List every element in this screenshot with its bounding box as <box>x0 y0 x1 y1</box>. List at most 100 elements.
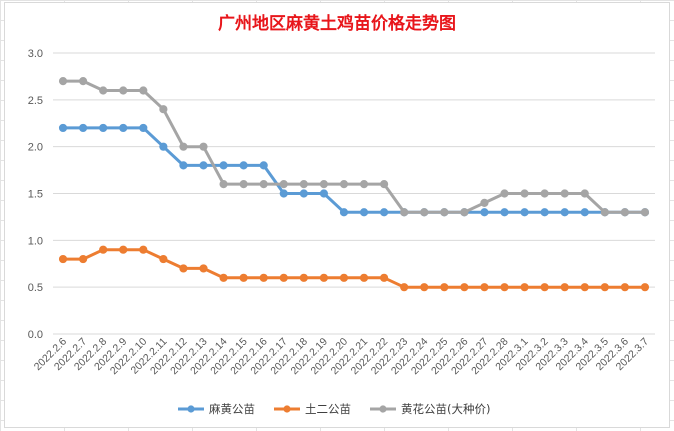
data-point[interactable] <box>359 180 369 189</box>
data-point[interactable] <box>139 245 148 254</box>
data-point[interactable] <box>540 283 549 292</box>
data-point[interactable] <box>560 208 569 217</box>
data-point[interactable] <box>179 161 188 170</box>
legend-item[interactable]: 黄花公苗(大种价) <box>370 402 490 416</box>
data-point[interactable] <box>79 77 88 86</box>
data-point[interactable] <box>640 283 650 292</box>
data-point[interactable] <box>480 198 489 207</box>
data-point[interactable] <box>159 105 168 114</box>
legend-item[interactable]: 麻黄公苗 <box>178 402 255 416</box>
data-point[interactable] <box>58 254 68 264</box>
data-point[interactable] <box>620 283 630 292</box>
data-point[interactable] <box>159 142 168 151</box>
series-2[interactable] <box>58 245 650 292</box>
data-point[interactable] <box>159 254 168 264</box>
data-point[interactable] <box>58 77 68 86</box>
data-point[interactable] <box>600 208 609 217</box>
chart-title: 广州地区麻黄土鸡苗价格走势图 <box>218 13 456 34</box>
data-point[interactable] <box>58 123 68 133</box>
data-point[interactable] <box>99 123 108 133</box>
data-point[interactable] <box>319 189 328 198</box>
data-point[interactable] <box>279 180 288 189</box>
data-point[interactable] <box>199 264 208 273</box>
data-point[interactable] <box>339 273 349 282</box>
data-point[interactable] <box>119 123 128 133</box>
data-point[interactable] <box>480 208 489 217</box>
data-point[interactable] <box>620 208 630 217</box>
data-point[interactable] <box>380 180 389 189</box>
data-point[interactable] <box>339 180 349 189</box>
data-point[interactable] <box>259 180 268 189</box>
y-tick-label: 0.0 <box>28 329 43 341</box>
data-point[interactable] <box>420 208 429 217</box>
data-point[interactable] <box>540 189 549 198</box>
legend-swatch-marker <box>283 405 291 413</box>
series-line <box>61 248 647 289</box>
data-point[interactable] <box>319 180 328 189</box>
legend[interactable]: 麻黄公苗 土二公苗 黄花公苗(大种价) <box>178 402 490 416</box>
data-point[interactable] <box>600 283 609 292</box>
series-1[interactable] <box>58 123 650 217</box>
chart-area[interactable]: 广州地区麻黄土鸡苗价格走势图 0.0 0.5 1.0 1.5 2.0 2.5 3.0 202… <box>4 2 670 428</box>
data-point[interactable] <box>239 273 248 282</box>
data-point[interactable] <box>440 208 449 217</box>
legend-item[interactable]: 土二公苗 <box>274 402 351 416</box>
data-point[interactable] <box>380 273 389 282</box>
data-point[interactable] <box>279 189 288 198</box>
data-point[interactable] <box>640 208 650 217</box>
data-point[interactable] <box>420 283 429 292</box>
data-point[interactable] <box>79 123 88 133</box>
data-point[interactable] <box>359 208 369 217</box>
data-point[interactable] <box>460 208 469 217</box>
legend-swatch-marker <box>379 405 387 413</box>
data-point[interactable] <box>199 142 208 151</box>
data-point[interactable] <box>119 245 128 254</box>
series-lines <box>58 77 650 292</box>
data-point[interactable] <box>560 283 569 292</box>
data-point[interactable] <box>299 273 308 282</box>
data-point[interactable] <box>219 161 228 170</box>
series-3[interactable] <box>58 77 650 217</box>
data-point[interactable] <box>259 273 268 282</box>
data-point[interactable] <box>99 245 108 254</box>
data-point[interactable] <box>79 254 88 264</box>
data-point[interactable] <box>219 180 228 189</box>
data-point[interactable] <box>299 189 308 198</box>
data-point[interactable] <box>319 273 328 282</box>
data-point[interactable] <box>380 208 389 217</box>
data-point[interactable] <box>540 208 549 217</box>
data-point[interactable] <box>400 283 409 292</box>
data-point[interactable] <box>560 189 569 198</box>
data-point[interactable] <box>299 180 308 189</box>
data-point[interactable] <box>460 283 469 292</box>
data-point[interactable] <box>119 86 128 95</box>
data-point[interactable] <box>500 208 509 217</box>
data-point[interactable] <box>400 208 409 217</box>
data-point[interactable] <box>139 86 148 95</box>
data-point[interactable] <box>580 283 589 292</box>
y-axis-ticks: 0.0 0.5 1.0 1.5 2.0 2.5 3.0 <box>28 48 43 341</box>
data-point[interactable] <box>359 273 369 282</box>
data-point[interactable] <box>339 208 349 217</box>
data-point[interactable] <box>179 142 188 151</box>
data-point[interactable] <box>500 283 509 292</box>
data-point[interactable] <box>520 208 529 217</box>
data-point[interactable] <box>500 189 509 198</box>
data-point[interactable] <box>520 189 529 198</box>
data-point[interactable] <box>440 283 449 292</box>
data-point[interactable] <box>520 283 529 292</box>
data-point[interactable] <box>139 123 148 133</box>
data-point[interactable] <box>259 161 268 170</box>
data-point[interactable] <box>239 180 248 189</box>
data-point[interactable] <box>239 161 248 170</box>
y-tick-label: 2.0 <box>28 142 43 154</box>
data-point[interactable] <box>580 189 589 198</box>
data-point[interactable] <box>99 86 108 95</box>
data-point[interactable] <box>480 283 489 292</box>
data-point[interactable] <box>580 208 589 217</box>
data-point[interactable] <box>279 273 288 282</box>
data-point[interactable] <box>179 264 188 273</box>
data-point[interactable] <box>199 161 208 170</box>
data-point[interactable] <box>219 273 228 282</box>
y-tick-label: 3.0 <box>28 48 43 60</box>
